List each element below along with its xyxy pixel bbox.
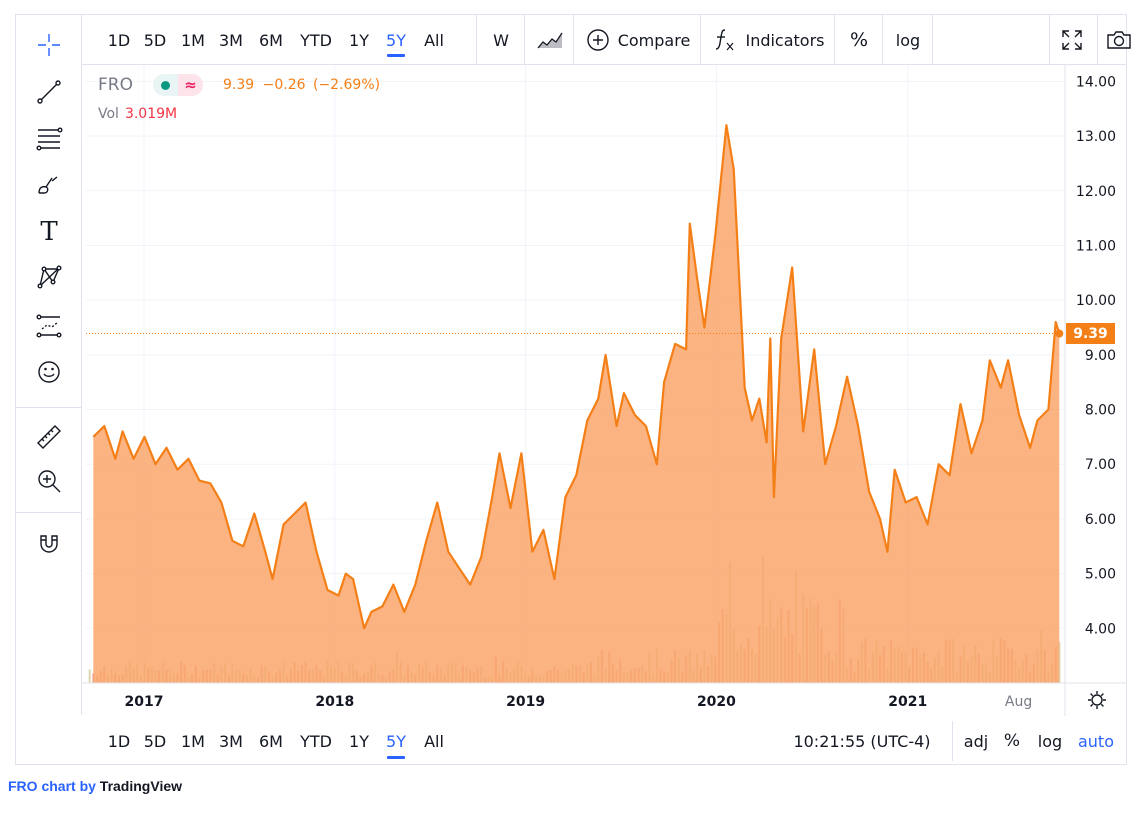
clock-display[interactable]: 10:21:55 (UTC-4) xyxy=(793,731,931,751)
screenshot-button[interactable] xyxy=(1102,15,1136,65)
range-ytd[interactable]: YTD xyxy=(300,30,332,50)
text-tool-icon[interactable]: T xyxy=(40,217,58,247)
trend-line-icon[interactable] xyxy=(29,72,69,112)
attribution-brand: TradingView xyxy=(99,778,183,794)
price-change-pct: (−2.69%) xyxy=(312,77,381,93)
attribution-link[interactable]: FRO chart by TradingView xyxy=(8,778,182,794)
last-price-tag: 9.39 xyxy=(1066,323,1115,344)
range-5y[interactable]: 5Y xyxy=(381,15,411,65)
function-icon xyxy=(716,29,734,51)
axis-settings-button[interactable] xyxy=(1088,691,1106,709)
range-1m[interactable]: 1M xyxy=(181,30,205,50)
bottom-range-5d[interactable]: 5D xyxy=(143,731,167,751)
log-scale-button[interactable]: log xyxy=(895,30,921,50)
magnet-icon[interactable] xyxy=(29,522,69,562)
range-5d[interactable]: 5D xyxy=(143,30,167,50)
zoom-in-icon[interactable] xyxy=(29,461,69,501)
range-1y[interactable]: 1Y xyxy=(349,30,369,50)
camera-icon xyxy=(1107,31,1131,49)
indicators-label: Indicators xyxy=(745,30,825,50)
volume-label: Vol xyxy=(98,106,119,122)
market-open-dot-icon xyxy=(153,74,178,96)
emoji-icon[interactable] xyxy=(29,352,69,392)
range-1d[interactable]: 1D xyxy=(107,30,131,50)
range-all[interactable]: All xyxy=(424,30,444,50)
adj-button[interactable]: adj xyxy=(963,731,989,751)
bottom-toolbar: 1D 5D 1M 3M 6M YTD 1Y 5Y All 10:21:55 (U… xyxy=(82,721,1126,765)
volume-value: 3.019M xyxy=(124,106,178,122)
chart-widget: T 1D 5D 1M 3M 6M YTD 1Y 5Y All W xyxy=(15,14,1131,765)
range-3m[interactable]: 3M xyxy=(219,30,243,50)
bottom-range-3m[interactable]: 3M xyxy=(219,731,243,751)
bottom-range-5y[interactable]: 5Y xyxy=(381,721,411,761)
bottom-range-all[interactable]: All xyxy=(424,731,444,751)
pattern-icon[interactable] xyxy=(29,258,69,298)
compare-label: Compare xyxy=(617,30,691,50)
gear-icon xyxy=(1088,691,1106,709)
bottom-range-6m[interactable]: 6M xyxy=(259,731,283,751)
bottom-log-button[interactable]: log xyxy=(1037,731,1063,751)
interval-button[interactable]: W xyxy=(493,30,509,50)
chart-type-button[interactable] xyxy=(532,15,568,65)
auto-scale-button[interactable]: auto xyxy=(1077,731,1114,751)
bottom-range-ytd[interactable]: YTD xyxy=(300,731,332,751)
volume-legend: Vol 3.019M xyxy=(98,106,177,122)
percent-scale-button[interactable]: % xyxy=(849,29,869,51)
last-price: 9.39 xyxy=(222,77,255,93)
fib-retracement-icon[interactable] xyxy=(29,118,69,158)
symbol-ticker[interactable]: FRO xyxy=(98,75,133,95)
market-status-pill[interactable]: ≈ xyxy=(152,74,203,96)
attribution-prefix: FRO chart by xyxy=(8,778,100,794)
compare-button[interactable]: Compare xyxy=(582,15,694,65)
bottom-range-1y[interactable]: 1Y xyxy=(349,731,369,751)
delayed-data-icon: ≈ xyxy=(177,74,203,96)
bottom-percent-button[interactable]: % xyxy=(1003,731,1021,751)
drawing-toolbar: T xyxy=(16,15,82,715)
ruler-icon[interactable] xyxy=(29,417,69,457)
series-legend: FRO ≈ 9.39 −0.26 (−2.69%) xyxy=(98,74,380,96)
indicators-button[interactable]: Indicators xyxy=(710,15,828,65)
forecast-icon[interactable] xyxy=(29,305,69,345)
range-6m[interactable]: 6M xyxy=(259,30,283,50)
bottom-range-1m[interactable]: 1M xyxy=(181,731,205,751)
plus-circle-icon xyxy=(587,29,609,51)
fullscreen-button[interactable] xyxy=(1057,15,1087,65)
price-change: −0.26 xyxy=(262,77,306,93)
brush-icon[interactable] xyxy=(29,165,69,205)
area-chart-icon xyxy=(537,32,563,49)
bottom-range-1d[interactable]: 1D xyxy=(107,731,131,751)
price-values: 9.39 −0.26 (−2.69%) xyxy=(223,77,380,93)
fullscreen-icon xyxy=(1062,30,1082,50)
crosshair-icon[interactable] xyxy=(29,25,69,65)
top-toolbar: 1D 5D 1M 3M 6M YTD 1Y 5Y All W Compare I… xyxy=(82,15,1131,65)
